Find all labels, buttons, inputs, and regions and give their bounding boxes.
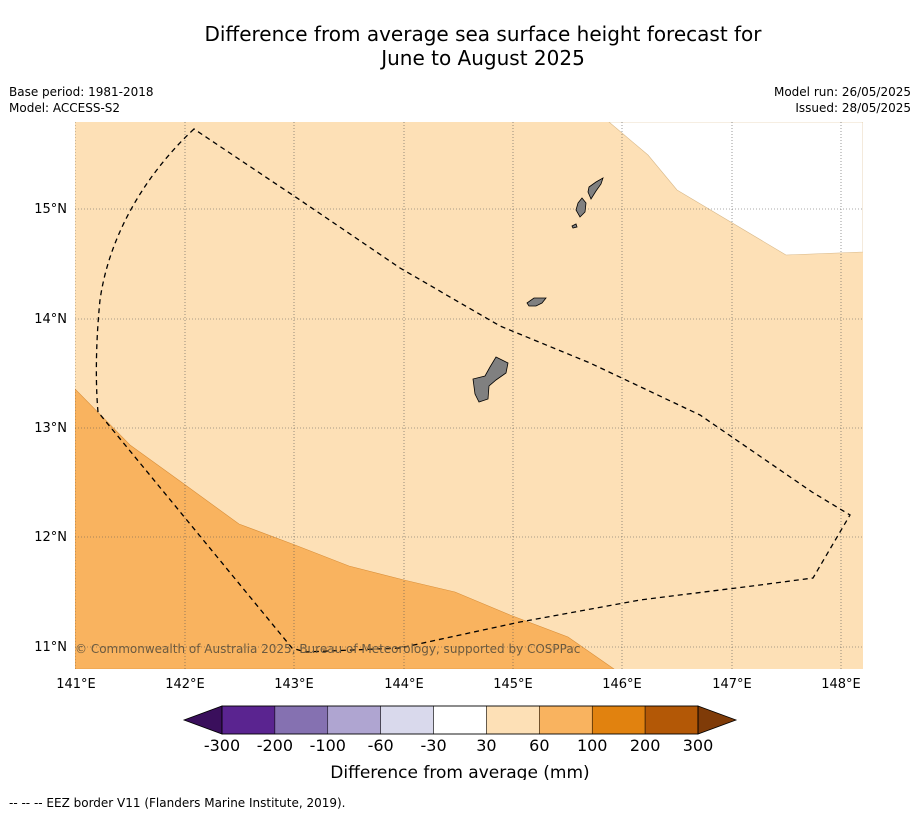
model-name: Model: ACCESS-S2: [9, 101, 121, 115]
lon-labels: 141°E 142°E 143°E 144°E 145°E 146°E 147°…: [56, 677, 861, 692]
colorbar-cell: [221, 705, 276, 735]
anomaly-region-low-topright: [608, 122, 863, 256]
lon-label: 144°E: [384, 677, 424, 692]
lat-gridlines: [75, 208, 863, 648]
meta-right: Model run: 26/05/2025 Issued: 28/05/2025: [774, 84, 911, 116]
lon-label: 145°E: [493, 677, 533, 692]
colorbar-tick-label: -200: [257, 736, 293, 755]
base-period: Base period: 1981-2018: [9, 85, 154, 99]
island-guam: [472, 356, 509, 403]
colorbar-tick-label: 200: [630, 736, 661, 755]
island-aguijan: [571, 223, 578, 229]
colorbar-tick-label: 60: [529, 736, 549, 755]
colorbar-under-arrow: [182, 705, 223, 735]
islands: [472, 177, 604, 403]
colorbar-cell: [486, 705, 540, 735]
title-line-2: June to August 2025: [381, 46, 585, 70]
model-run: Model run: 26/05/2025: [773, 85, 911, 99]
lon-label: 146°E: [602, 677, 642, 692]
lon-label: 143°E: [274, 677, 314, 692]
colorbar-cell: [380, 705, 434, 735]
eez-footnote: -- -- -- EEZ border V11 (Flanders Marine…: [9, 796, 346, 810]
lon-gridlines: [75, 122, 842, 669]
colorbar-tick-label: -60: [368, 736, 394, 755]
eez-border: [95, 128, 851, 653]
colorbar-tick-label: 30: [476, 736, 496, 755]
colorbar-cell: [274, 705, 329, 735]
meta-left: Base period: 1981-2018 Model: ACCESS-S2: [9, 84, 154, 116]
lon-label: 141°E: [56, 677, 96, 692]
map-figure: © Commonwealth of Australia 2025, Bureau…: [34, 122, 863, 780]
colorbar-cell: [539, 705, 593, 735]
lat-label: 11°N: [34, 640, 67, 655]
lat-labels: 15°N 14°N 13°N 12°N 11°N: [34, 202, 67, 655]
island-tinian: [575, 197, 587, 218]
colorbar-tick-label: 300: [683, 736, 714, 755]
anomaly-region-60-100: [75, 388, 615, 669]
map-area: © Commonwealth of Australia 2025, Bureau…: [75, 122, 863, 669]
lat-label: 13°N: [34, 421, 67, 436]
island-saipan: [587, 177, 604, 200]
colorbar-over-arrow: [697, 705, 738, 735]
colorbar-title: Difference from average (mm): [330, 763, 589, 780]
colorbar-cell: [433, 705, 487, 735]
issued-date: Issued: 28/05/2025: [795, 101, 911, 115]
colorbar-cell: [644, 705, 699, 735]
map-title: Difference from average sea surface heig…: [0, 22, 919, 70]
lon-label: 147°E: [712, 677, 752, 692]
lon-label: 142°E: [165, 677, 205, 692]
colorbar-cell: [327, 705, 381, 735]
title-line-1: Difference from average sea surface heig…: [204, 22, 762, 46]
copyright-notice: © Commonwealth of Australia 2025, Bureau…: [75, 642, 580, 656]
colorbar-cell: [591, 705, 646, 735]
colorbar-tick-label: -30: [420, 736, 446, 755]
island-rota: [526, 297, 547, 307]
colorbar-frame: [221, 705, 699, 735]
colorbar-tick-label: -100: [310, 736, 346, 755]
colorbar-tick-label: 100: [577, 736, 608, 755]
colorbar-tick-label: -300: [204, 736, 240, 755]
lat-label: 14°N: [34, 312, 67, 327]
colorbar: -300 -200 -100 -60 -30 30 60 100 200 300 Differen…: [182, 705, 738, 780]
lat-label: 12°N: [34, 530, 67, 545]
lat-label: 15°N: [34, 202, 67, 217]
lon-label: 148°E: [821, 677, 861, 692]
